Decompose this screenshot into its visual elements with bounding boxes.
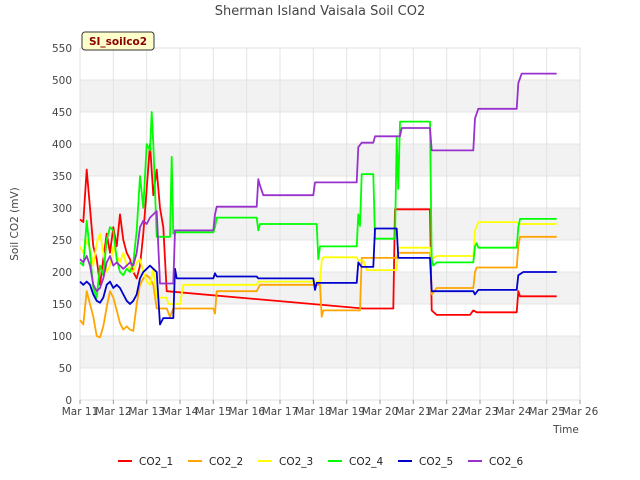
site-badge: SI_soilco2 [81,31,155,51]
plot-area [79,47,581,401]
x-tick-label: Mar 12 [95,406,132,418]
series-line-co2-4 [79,111,557,299]
x-tick-label: Mar 15 [195,406,232,418]
y-tick-label: 550 [52,43,72,55]
x-tick-label: Mar 19 [328,406,365,418]
x-tick-label: Mar 22 [428,406,465,418]
legend-item-co2-3: CO2_3 [258,456,313,468]
x-tick-label: Mar 13 [128,406,165,418]
y-tick-label: 300 [52,203,72,215]
legend-label: CO2_5 [419,456,453,468]
chart-title: Sherman Island Vaisala Soil CO2 [215,4,425,19]
legend-item-co2-6: CO2_6 [468,456,524,468]
x-tick-label: Mar 24 [495,406,532,418]
x-tick-label: Mar 17 [262,406,299,418]
x-tick-label: Mar 21 [395,406,432,418]
x-tick-label: Mar 16 [228,406,265,418]
legend-label: CO2_3 [279,456,313,468]
y-tick-label: 100 [52,331,72,343]
grid-band [80,336,580,368]
y-tick-label: 0 [65,395,72,407]
x-tick-label: Mar 26 [562,406,599,418]
y-tick-label: 350 [52,171,72,183]
y-tick-label: 500 [52,75,72,87]
x-tick-label: Mar 18 [295,406,332,418]
grid-band [80,80,580,112]
legend-label: CO2_2 [209,456,243,468]
legend: CO2_1 CO2_2 CO2_3 CO2_4 CO2_5 CO2_6 [118,456,524,468]
site-badge-box [81,31,155,51]
legend-item-co2-4: CO2_4 [328,456,384,468]
y-tick-label: 50 [59,363,72,375]
y-tick-label: 450 [52,107,72,119]
legend-item-co2-5: CO2_5 [398,456,453,468]
y-tick-label: 400 [52,139,72,151]
x-axis-label: Time [552,424,579,436]
series-line-co2-1 [79,143,557,316]
grid-band [80,272,580,304]
grid-band [80,144,580,176]
y-axis-label: Soil CO2 (mV) [9,187,21,260]
y-tick-label: 150 [52,299,72,311]
legend-item-co2-1: CO2_1 [118,456,173,468]
grid-lines [79,47,581,401]
site-badge-label: SI_soilco2 [89,36,147,48]
x-tick-label: Mar 11 [62,406,99,418]
series-line-co2-6 [79,72,557,293]
series-line-co2-5 [79,227,557,326]
x-tick-label: Mar 20 [362,406,399,418]
y-tick-label: 250 [52,235,72,247]
legend-label: CO2_4 [349,456,384,468]
legend-label: CO2_6 [489,456,524,468]
series-line-co2-2 [79,235,557,339]
grid-bands [80,80,580,368]
legend-label: CO2_1 [139,456,173,468]
x-tick-label: Mar 23 [462,406,499,418]
x-tick-label: Mar 14 [162,406,199,418]
series-group [79,72,557,339]
legend-item-co2-2: CO2_2 [188,456,243,468]
x-tick-label: Mar 25 [528,406,565,418]
y-tick-label: 200 [52,267,72,279]
